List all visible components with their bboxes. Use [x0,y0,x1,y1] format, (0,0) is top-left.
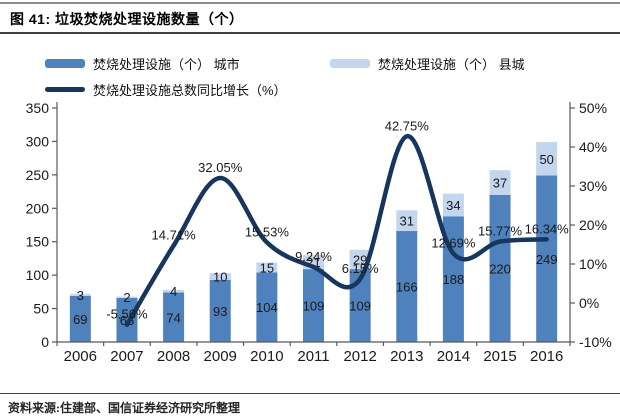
bar-county [536,142,558,176]
x-axis-label: 2008 [157,348,190,365]
bar-city [489,194,511,342]
right-axis-tick: -10% [579,334,612,350]
bar-city [536,175,558,342]
county-bar-label: 37 [493,176,507,191]
growth-point-label: 16.34% [525,221,570,236]
right-axis-tick: 0% [579,295,599,311]
footer-divider [0,393,620,394]
bar-city [209,279,231,342]
growth-point-label: 42.75% [385,118,430,133]
city-bar-label: 69 [73,312,87,327]
left-axis-tick: 250 [26,167,50,183]
city-bar-label: 109 [303,299,325,314]
county-bar-swatch-icon [330,59,370,68]
city-bar-label: 109 [349,299,371,314]
county-bar-label: 50 [539,152,553,167]
right-axis-tick: 20% [579,217,607,233]
county-bar-label: 29 [353,252,367,267]
city-bar-swatch-icon [45,59,85,68]
county-bar-label: 15 [260,260,274,275]
county-bar-label: 10 [213,269,227,284]
growth-point-label: 15.53% [245,224,290,239]
right-axis-tick: 40% [579,139,607,155]
county-bar-label: 3 [77,288,84,303]
growth-point-label: 9.24% [295,249,332,264]
left-axis-tick: 0 [41,334,49,350]
chart-canvas: 050100150200250300350-10%0%10%20%30%40%5… [26,100,612,365]
right-axis-tick: 30% [579,178,607,194]
county-bar-label: 34 [446,198,460,213]
bar-county [209,273,231,280]
legend-label-growth: 焚烧处理设施总数同比增长（%） [93,83,287,98]
x-axis-label: 2015 [483,348,516,365]
growth-point-label: 32.05% [198,160,243,175]
x-axis-label: 2009 [204,348,237,365]
legend-label-county: 焚烧处理设施（个） 县城 [378,57,525,72]
x-axis-label: 2012 [343,348,376,365]
growth-point-label: 15.77% [478,223,523,238]
city-bar-label: 166 [396,280,418,295]
growth-point-label: 14.71% [152,228,197,243]
bar-county [442,193,464,217]
growth-point-label: -5.56% [106,307,148,322]
x-axis-label: 2006 [64,348,97,365]
x-axis-label: 2010 [250,348,283,365]
bar-city [303,269,324,342]
top-divider [0,2,620,4]
county-bar-label: 31 [400,214,414,229]
bar-county [163,289,185,293]
county-bar-label: 4 [170,284,177,299]
bar-county [256,262,278,273]
growth-point-label: 6.15% [342,261,379,276]
legend-label-city: 焚烧处理设施（个） 城市 [93,57,240,72]
growth-line [124,134,549,327]
x-axis-label: 2013 [390,348,423,365]
legend-item-city: 焚烧处理设施（个） 城市 [45,54,240,73]
bar-county [396,210,418,232]
left-axis-tick: 200 [26,200,50,216]
right-axis-tick: 50% [579,100,607,116]
legend-item-county: 焚烧处理设施（个） 县城 [330,54,525,73]
right-axis-tick: 10% [579,256,607,272]
left-axis-tick: 300 [26,133,50,149]
x-axis-label: 2007 [110,348,143,365]
bar-county [69,293,91,296]
page-title: 图 41: 垃圾焚烧处理设施数量（个） [10,11,244,27]
bar-city [69,295,91,342]
city-bar-label: 93 [213,304,227,319]
growth-point-label: 12.69% [431,236,476,251]
left-axis-tick: 50 [33,301,49,317]
bar-city [256,272,278,342]
city-bar-label: 188 [443,272,465,287]
city-bar-label: 249 [536,252,558,267]
legend-item-growth: 焚烧处理设施总数同比增长（%） [45,80,287,99]
title-divider [0,32,620,34]
city-bar-label: 74 [166,310,180,325]
x-axis-label: 2014 [437,348,470,365]
bar-county [489,170,511,195]
county-bar-label: 2 [123,290,130,305]
source-note: 资料来源:住建部、国信证券经济研究所整理 [8,401,240,415]
bar-city [396,231,418,342]
left-axis-tick: 350 [26,100,50,116]
bar-city [163,292,185,342]
bar-city [116,297,138,342]
growth-line-swatch-icon [45,87,85,92]
city-bar-label: 104 [256,300,278,315]
x-axis-label: 2016 [530,348,563,365]
left-axis-tick: 100 [26,267,50,283]
city-bar-label: 220 [489,261,511,276]
left-axis-tick: 150 [26,234,50,250]
bar-county [116,296,138,298]
bar-city [349,269,371,342]
x-axis-label: 2011 [297,348,329,365]
